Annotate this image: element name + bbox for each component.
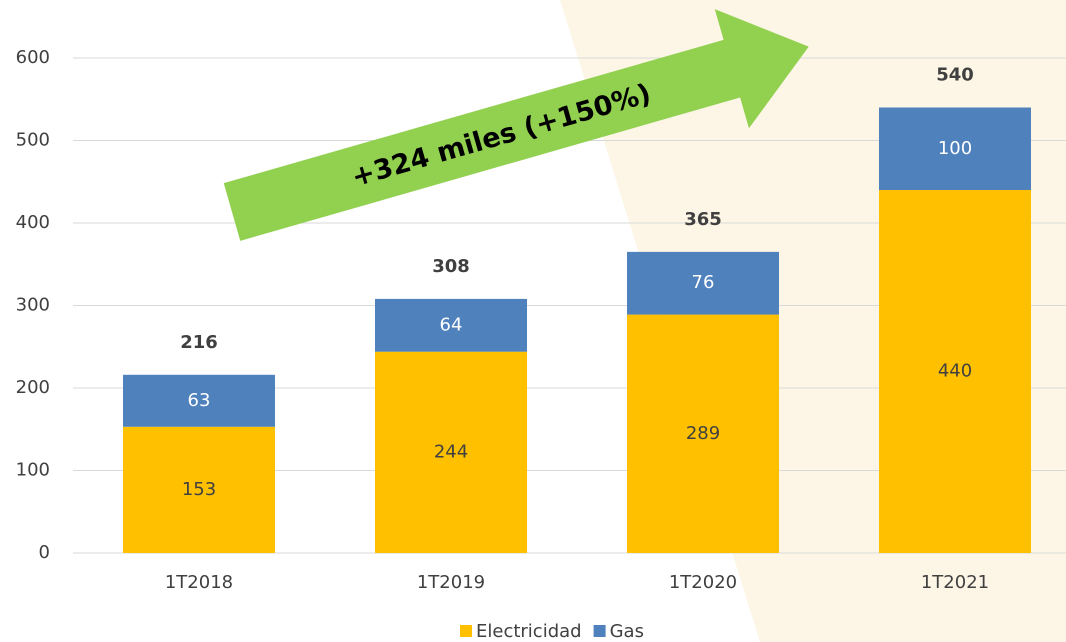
y-tick-label: 600	[16, 47, 50, 68]
legend-label: Gas	[610, 621, 644, 642]
bar-segment	[123, 374, 275, 427]
x-tick-label: 1T2018	[165, 572, 233, 593]
data-label: 100	[938, 138, 972, 159]
y-tick-label: 200	[16, 377, 50, 398]
arrow-shape	[223, 9, 809, 241]
bar-segment	[879, 107, 1031, 190]
y-tick-label: 300	[16, 295, 50, 316]
bar-segment	[375, 351, 527, 553]
data-label: 76	[692, 272, 715, 293]
y-tick-label: 100	[16, 460, 50, 481]
data-label: 244	[434, 441, 468, 462]
data-label: 440	[938, 361, 972, 382]
bar-segment	[879, 190, 1031, 553]
bar-segment	[123, 426, 275, 553]
data-label: 153	[182, 479, 216, 500]
x-tick-label: 1T2021	[921, 572, 989, 593]
legend-swatch	[593, 625, 606, 637]
legend-label: Electricidad	[476, 621, 582, 642]
legend: Electricidad Gas	[460, 621, 644, 642]
bar-segment	[627, 314, 779, 553]
x-tick-label: 1T2019	[417, 572, 485, 593]
legend-swatch	[460, 625, 472, 637]
y-tick-label: 400	[16, 212, 50, 233]
y-tick-label: 0	[39, 542, 50, 563]
bar-segment	[375, 298, 527, 352]
x-tick-label: 1T2020	[669, 572, 737, 593]
data-label: 64	[440, 314, 463, 335]
y-tick-label: 500	[16, 130, 50, 151]
data-label: 289	[686, 423, 720, 444]
total-label: 308	[432, 256, 470, 277]
total-label: 540	[936, 65, 974, 86]
data-label: 63	[188, 390, 211, 411]
bar-segment	[627, 251, 779, 315]
total-label: 365	[684, 209, 722, 230]
total-label: 216	[180, 332, 218, 353]
